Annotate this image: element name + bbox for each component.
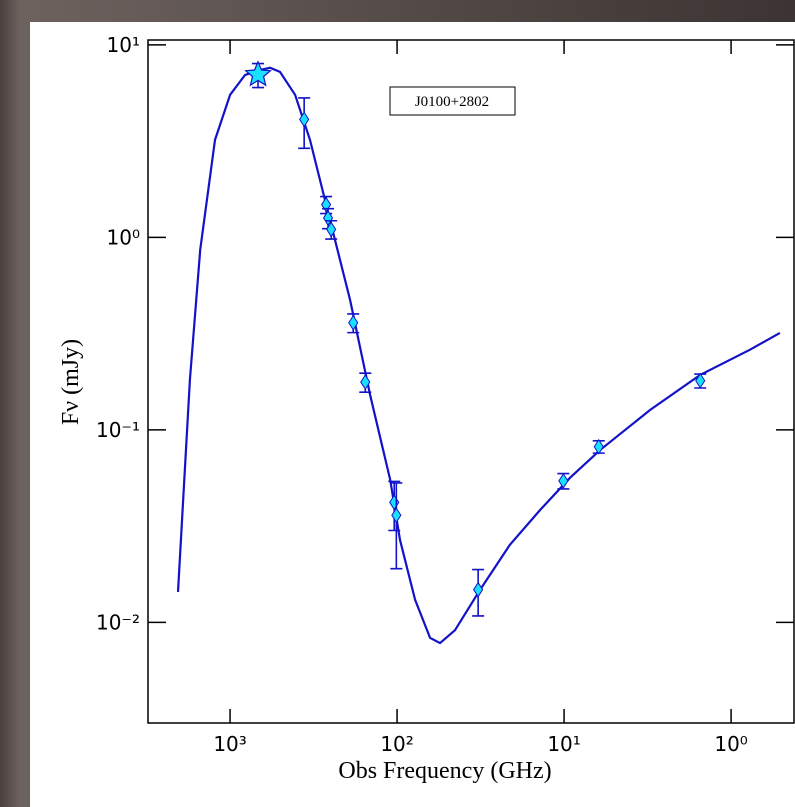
diamond-point [695,372,706,389]
fit-curve [176,66,781,645]
annotation: J0100+2802 [415,94,489,110]
y-tick-label: 10¹ [107,33,140,57]
diamond-point [326,221,337,238]
diamond-point [322,210,334,226]
x-tick-label: 10¹ [547,732,580,756]
star-point [244,60,272,87]
x-tick-label: 10³ [213,732,246,756]
y-axis-label: Fν (mJy) [58,339,84,425]
error-bar [390,482,403,570]
diamond-point [391,507,402,524]
annotation-box [389,86,516,116]
y-tick-label: 10⁻¹ [96,418,140,442]
plot-frame [147,39,795,724]
x-tick-label: 10⁰ [714,732,747,756]
diamond-point [299,111,310,128]
x-axis-label: Obs Frequency (GHz) [338,758,551,784]
diamond-point [593,438,604,455]
diamond-point [360,374,371,391]
x-tick-label: 10² [380,732,413,756]
y-tick-label: 10⁰ [107,225,140,249]
diamond-point [558,472,569,489]
y-tick-label: 10⁻² [96,610,140,634]
panel [30,22,795,807]
diamond-point [348,314,359,331]
diamond-point [473,581,484,598]
